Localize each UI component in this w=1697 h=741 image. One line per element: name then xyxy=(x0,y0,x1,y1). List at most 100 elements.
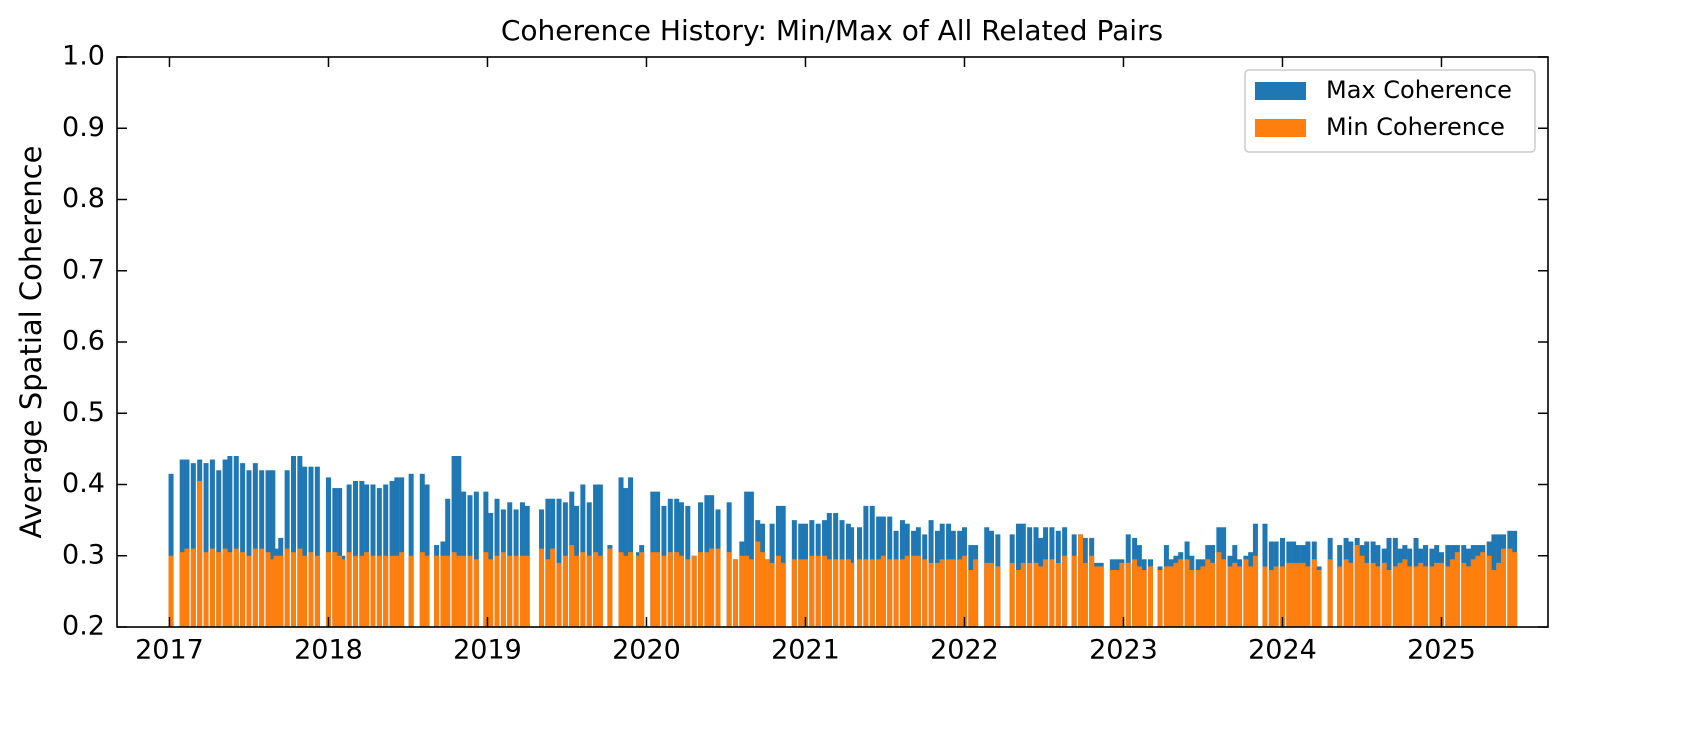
bar xyxy=(216,470,222,627)
bar xyxy=(500,552,506,627)
bar xyxy=(1049,559,1055,627)
bar xyxy=(290,552,296,627)
bar xyxy=(1316,570,1322,627)
bar xyxy=(1434,562,1440,627)
bar xyxy=(340,559,346,627)
bar xyxy=(483,552,489,627)
bar xyxy=(1163,566,1169,627)
bar xyxy=(1089,555,1095,627)
bar xyxy=(691,555,697,627)
bar xyxy=(715,548,721,627)
bar xyxy=(989,562,994,627)
bar xyxy=(519,555,525,627)
bar xyxy=(1093,566,1099,627)
x-tick-label: 2020 xyxy=(612,635,681,666)
bar xyxy=(216,552,222,627)
bar xyxy=(574,555,580,627)
x-tick-label: 2017 xyxy=(135,635,204,666)
bar xyxy=(1286,562,1292,627)
bar xyxy=(1418,562,1424,627)
bar xyxy=(1027,562,1033,627)
bar xyxy=(1195,570,1201,627)
bar xyxy=(209,548,215,627)
bar xyxy=(667,552,673,627)
bar xyxy=(661,555,667,627)
bar xyxy=(678,555,684,627)
bar xyxy=(1491,570,1497,627)
bar xyxy=(1210,562,1216,627)
x-tick-label: 2019 xyxy=(453,635,522,666)
bar xyxy=(1178,559,1184,627)
bar xyxy=(353,480,358,627)
bar xyxy=(1016,570,1022,627)
bar xyxy=(270,559,276,627)
bar xyxy=(550,548,556,627)
bar xyxy=(308,466,314,627)
bar xyxy=(869,559,875,627)
bar xyxy=(364,552,370,627)
bar xyxy=(1407,566,1413,627)
bar xyxy=(1300,562,1306,627)
bar xyxy=(184,459,190,627)
x-tick-label: 2021 xyxy=(771,635,840,666)
bar xyxy=(802,559,808,627)
bar xyxy=(203,463,209,627)
bar xyxy=(1500,548,1506,627)
bar xyxy=(325,552,331,627)
chart-title: Coherence History: Min/Max of All Relate… xyxy=(501,14,1163,47)
bar xyxy=(1141,570,1147,627)
bar xyxy=(1475,555,1481,627)
bar xyxy=(246,555,252,627)
bar xyxy=(389,555,395,627)
legend: Max Coherence Min Coherence xyxy=(1244,69,1536,153)
bar xyxy=(1227,566,1233,627)
bar xyxy=(1173,562,1179,627)
bar xyxy=(1038,566,1044,627)
bar xyxy=(922,559,928,627)
bar xyxy=(353,555,358,627)
bar xyxy=(1445,566,1451,627)
bar xyxy=(698,552,704,627)
bar xyxy=(240,552,246,627)
bar xyxy=(1273,566,1279,627)
bar xyxy=(876,559,882,627)
bar xyxy=(383,555,389,627)
bar xyxy=(639,552,645,627)
bar xyxy=(1386,570,1392,627)
plot xyxy=(168,456,1518,627)
y-tick-label: 0.8 xyxy=(62,183,105,214)
y-tick-label: 0.6 xyxy=(62,326,105,357)
bar xyxy=(597,555,603,627)
bar xyxy=(1305,566,1311,627)
bar xyxy=(190,548,196,627)
bar xyxy=(880,555,886,627)
bar xyxy=(968,570,974,627)
x-tick-label: 2022 xyxy=(930,635,999,666)
bar xyxy=(822,555,828,627)
x-tick-label: 2025 xyxy=(1407,635,1476,666)
bar xyxy=(302,555,308,627)
bar xyxy=(408,555,414,627)
bar xyxy=(1184,559,1190,627)
bar xyxy=(513,555,519,627)
bar xyxy=(314,555,320,627)
legend-swatch xyxy=(1255,82,1306,100)
bar xyxy=(297,456,303,627)
bar xyxy=(685,559,691,627)
bar xyxy=(704,552,710,627)
bar xyxy=(179,459,185,627)
bar xyxy=(1486,555,1492,627)
bar xyxy=(863,559,869,627)
bar xyxy=(359,480,365,627)
bar xyxy=(1055,562,1061,627)
bar xyxy=(424,555,430,627)
bar xyxy=(1252,555,1258,627)
bar xyxy=(1381,562,1387,627)
bar xyxy=(562,555,568,627)
bar xyxy=(655,552,661,627)
bar xyxy=(524,555,530,627)
bar xyxy=(246,470,252,627)
bar xyxy=(857,559,863,627)
bar xyxy=(984,562,990,627)
